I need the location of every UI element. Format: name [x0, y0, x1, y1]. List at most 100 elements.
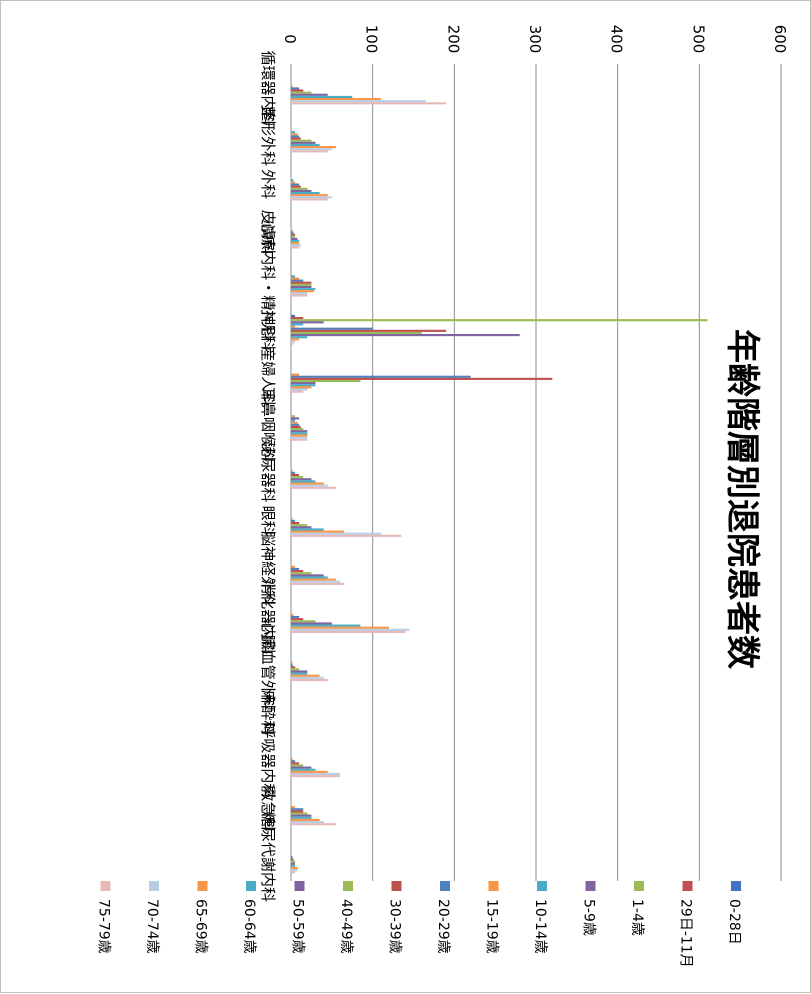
- bar: [291, 613, 294, 616]
- bar: [291, 275, 296, 278]
- bar: [291, 292, 308, 295]
- x-tick-label: 500: [689, 25, 707, 54]
- bar: [291, 480, 316, 483]
- category-label: 救急科: [259, 786, 277, 831]
- bar: [291, 438, 308, 441]
- bar: [291, 626, 389, 629]
- legend-swatch: [634, 881, 644, 891]
- bar: [291, 97, 381, 101]
- category-label: 心臓血管外科: [259, 620, 277, 710]
- bar: [291, 196, 332, 199]
- bar: [291, 674, 320, 677]
- bar: [291, 565, 296, 568]
- bar: [291, 340, 296, 343]
- bar: [291, 93, 328, 96]
- bar: [291, 572, 312, 575]
- bar: [291, 233, 296, 236]
- x-tick-labels: 0 100 200 300 400 500 600: [281, 25, 789, 54]
- bar: [291, 183, 300, 186]
- bar: [291, 85, 293, 88]
- bar: [291, 810, 304, 813]
- bar: [291, 812, 308, 815]
- bar: [291, 135, 300, 138]
- bar: [291, 285, 312, 289]
- bar: [291, 666, 296, 669]
- bar: [291, 764, 304, 767]
- bar: [291, 229, 293, 232]
- bar: [291, 146, 336, 149]
- legend-label: 30-39歳: [387, 899, 403, 954]
- bar: [291, 534, 402, 537]
- category-label: 麻酔科: [259, 690, 277, 735]
- bar: [291, 578, 336, 581]
- bars: [291, 85, 708, 874]
- legend-swatch: [246, 881, 256, 891]
- bar: [291, 580, 340, 583]
- bar: [291, 379, 361, 383]
- bar: [291, 768, 316, 771]
- bar: [291, 576, 328, 579]
- legend-label: 0-28日: [726, 899, 742, 945]
- x-tick-label: 400: [608, 25, 626, 54]
- bar: [291, 415, 296, 418]
- bar: [291, 869, 298, 872]
- bar: [291, 237, 298, 241]
- bar: [291, 334, 520, 337]
- bar: [291, 471, 296, 474]
- bar: [291, 194, 328, 197]
- legend-swatch: [149, 881, 159, 891]
- legend-label: 40-49歳: [338, 899, 354, 954]
- bar: [291, 419, 296, 422]
- bar: [291, 672, 308, 675]
- bar: [291, 664, 293, 667]
- legend-label: 60-64歳: [241, 899, 257, 954]
- bar: [291, 469, 293, 472]
- legend-swatch: [731, 881, 741, 891]
- bar: [291, 473, 300, 477]
- bar: [291, 137, 301, 140]
- bar: [291, 522, 300, 525]
- chart-title: 年齢階層別退院患者数: [722, 329, 762, 669]
- bar: [291, 628, 410, 631]
- bar: [291, 191, 320, 195]
- bar: [291, 150, 328, 153]
- bar: [291, 242, 300, 245]
- bar: [291, 189, 312, 192]
- bar: [291, 618, 304, 621]
- legend-swatch: [343, 881, 353, 891]
- bar: [291, 775, 340, 778]
- bar: [291, 336, 308, 339]
- category-label: 外科: [259, 169, 277, 199]
- legend-swatch: [197, 881, 208, 891]
- bar: [291, 139, 312, 142]
- bar: [291, 866, 298, 870]
- bar: [291, 290, 314, 293]
- bar: [291, 179, 294, 182]
- bar: [291, 329, 447, 332]
- bar: [291, 823, 336, 826]
- bar: [291, 622, 332, 625]
- bar: [291, 377, 553, 380]
- legend-label: 20-29歳: [435, 899, 451, 954]
- bar: [291, 436, 308, 439]
- category-label: 耳鼻咽喉科: [259, 387, 277, 462]
- bar: [291, 760, 296, 763]
- bar: [291, 283, 312, 286]
- bar: [291, 375, 471, 378]
- bar: [291, 532, 381, 535]
- bar: [291, 818, 320, 821]
- bar: [291, 384, 316, 387]
- bar: [291, 570, 304, 573]
- bar: [291, 772, 340, 776]
- bar: [291, 821, 324, 824]
- category-label: 脳神経外科: [259, 531, 277, 606]
- x-tick-label: 200: [444, 25, 462, 54]
- bar: [291, 133, 298, 136]
- bar: [291, 388, 308, 391]
- bar: [291, 100, 426, 103]
- bar: [291, 148, 332, 151]
- legend-swatch: [682, 881, 693, 891]
- bar: [291, 526, 312, 529]
- category-label: 呼吸器内科: [259, 723, 277, 798]
- bar: [291, 89, 304, 92]
